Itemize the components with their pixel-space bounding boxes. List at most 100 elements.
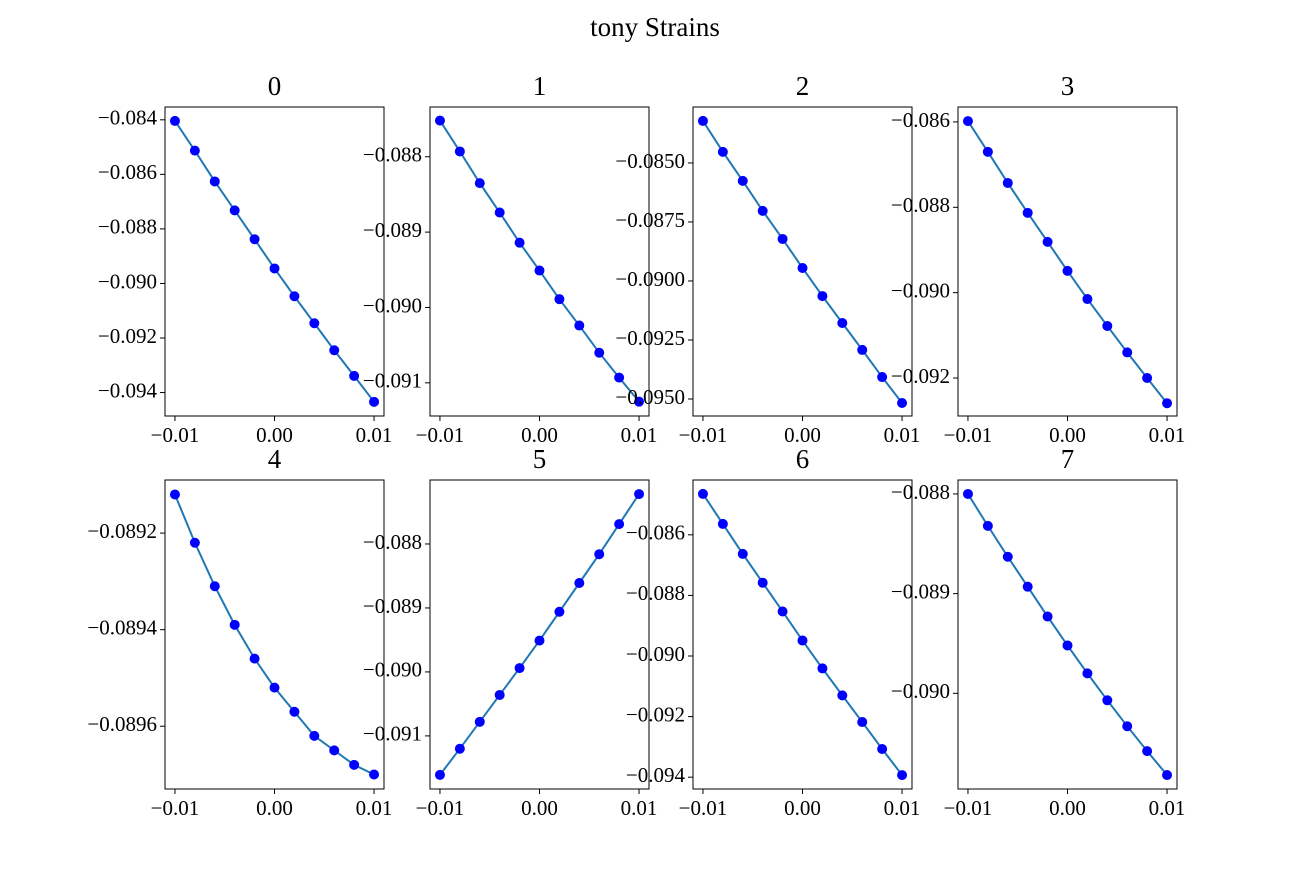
- point: [574, 320, 585, 331]
- y-tick-label: −0.084: [98, 106, 158, 130]
- x-tick-label: 0.00: [256, 423, 293, 447]
- x-tick-label: −0.01: [151, 423, 200, 447]
- y-tick-label: −0.088: [891, 480, 950, 504]
- y-tick-label: −0.091: [363, 722, 422, 746]
- y-tick-label: −0.088: [626, 581, 685, 605]
- point: [594, 549, 605, 560]
- point: [634, 396, 645, 407]
- point: [877, 744, 888, 755]
- point: [1162, 770, 1173, 781]
- point: [717, 518, 728, 529]
- point: [229, 619, 240, 630]
- point: [614, 519, 625, 530]
- point: [269, 682, 280, 693]
- x-tick-label: 0.01: [1149, 423, 1186, 447]
- subplot-title: 1: [533, 71, 547, 101]
- point: [837, 317, 848, 328]
- subplot-title: 7: [1061, 444, 1075, 474]
- y-tick-label: −0.0894: [87, 615, 157, 639]
- point: [249, 653, 260, 664]
- point: [329, 345, 340, 356]
- point: [797, 635, 808, 646]
- point: [289, 706, 300, 717]
- point: [209, 581, 220, 592]
- x-tick-label: 0.00: [1049, 423, 1086, 447]
- y-tick-label: −0.090: [891, 278, 950, 302]
- x-tick-label: −0.01: [416, 796, 465, 820]
- point: [454, 743, 465, 754]
- point: [169, 115, 180, 126]
- x-tick-label: 0.01: [356, 423, 393, 447]
- point: [434, 115, 445, 126]
- point: [982, 520, 993, 531]
- point: [1162, 398, 1173, 409]
- point: [249, 234, 260, 245]
- subplot-title: 6: [796, 444, 810, 474]
- x-tick-label: −0.01: [944, 796, 993, 820]
- x-tick-label: −0.01: [679, 423, 728, 447]
- point: [369, 769, 380, 780]
- y-tick-label: −0.0950: [615, 385, 685, 409]
- point: [369, 396, 380, 407]
- point: [857, 717, 868, 728]
- point: [514, 237, 525, 248]
- y-tick-label: −0.0850: [615, 149, 685, 173]
- point: [737, 175, 748, 186]
- point: [897, 770, 908, 781]
- point: [697, 115, 708, 126]
- x-tick-label: 0.01: [621, 423, 658, 447]
- x-tick-label: 0.01: [356, 796, 393, 820]
- point: [697, 488, 708, 499]
- x-tick-label: 0.00: [1049, 796, 1086, 820]
- y-tick-label: −0.086: [891, 108, 950, 132]
- point: [329, 745, 340, 756]
- point: [962, 116, 973, 127]
- point: [594, 347, 605, 358]
- y-tick-label: −0.088: [98, 215, 157, 239]
- point: [1102, 695, 1113, 706]
- y-tick-label: −0.090: [98, 269, 157, 293]
- point: [877, 372, 888, 383]
- point: [717, 146, 728, 157]
- point: [229, 205, 240, 216]
- point: [1122, 347, 1133, 358]
- point: [1022, 207, 1033, 218]
- point: [737, 548, 748, 559]
- point: [349, 370, 360, 381]
- point: [1062, 640, 1073, 651]
- point: [897, 398, 908, 409]
- point: [269, 263, 280, 274]
- y-tick-label: −0.092: [891, 364, 950, 388]
- y-tick-label: −0.0925: [615, 326, 685, 350]
- y-tick-label: −0.089: [363, 594, 422, 618]
- y-tick-label: −0.088: [363, 143, 422, 167]
- point: [757, 577, 768, 588]
- y-tick-label: −0.092: [626, 702, 685, 726]
- x-tick-label: 0.00: [521, 423, 558, 447]
- point: [1102, 320, 1113, 331]
- x-tick-label: −0.01: [944, 423, 993, 447]
- y-tick-label: −0.091: [363, 369, 422, 393]
- point: [1022, 581, 1033, 592]
- point: [309, 730, 320, 741]
- point: [982, 146, 993, 157]
- point: [634, 489, 645, 500]
- subplot-title: 5: [533, 444, 547, 474]
- y-tick-label: −0.0896: [87, 712, 157, 736]
- x-tick-label: 0.01: [884, 423, 921, 447]
- y-tick-label: −0.086: [626, 521, 685, 545]
- x-tick-label: 0.01: [1149, 796, 1186, 820]
- point: [189, 145, 200, 156]
- point: [474, 716, 485, 727]
- y-tick-label: −0.0900: [615, 267, 685, 291]
- point: [434, 769, 445, 780]
- point: [169, 489, 180, 500]
- point: [1002, 551, 1013, 562]
- point: [494, 207, 505, 218]
- point: [797, 262, 808, 273]
- point: [817, 663, 828, 674]
- x-tick-label: 0.00: [256, 796, 293, 820]
- y-tick-label: −0.089: [891, 579, 950, 603]
- point: [349, 759, 360, 770]
